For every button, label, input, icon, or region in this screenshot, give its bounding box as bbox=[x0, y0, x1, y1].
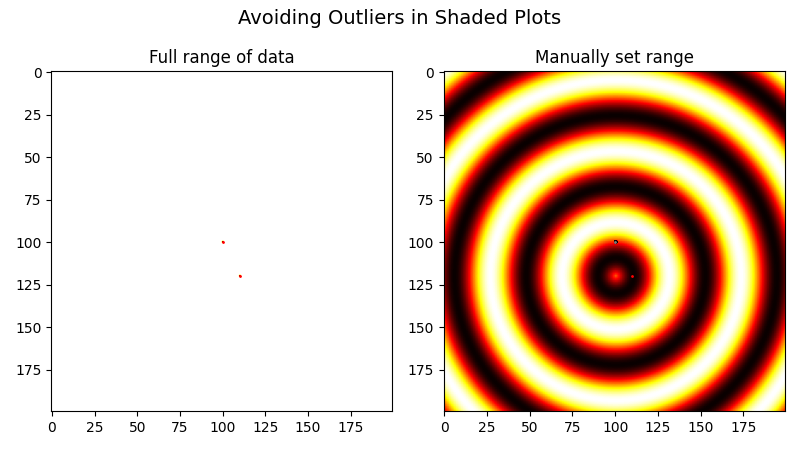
Title: Manually set range: Manually set range bbox=[534, 49, 694, 67]
Text: Avoiding Outliers in Shaded Plots: Avoiding Outliers in Shaded Plots bbox=[238, 9, 562, 28]
Title: Full range of data: Full range of data bbox=[149, 49, 294, 67]
